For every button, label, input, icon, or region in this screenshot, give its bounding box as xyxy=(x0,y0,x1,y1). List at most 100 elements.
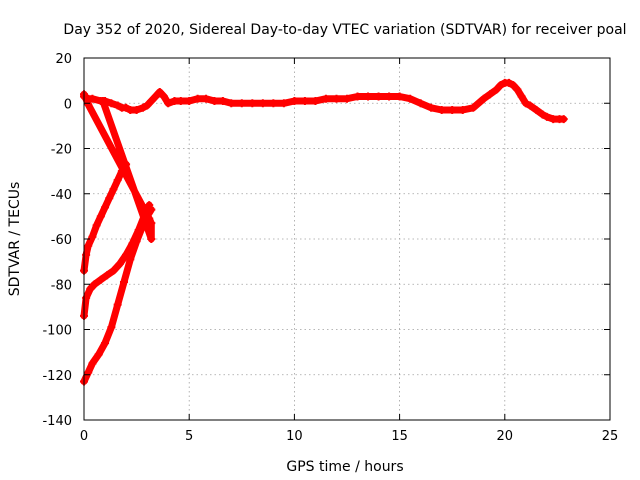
series-4 xyxy=(80,90,156,243)
data-point xyxy=(109,185,118,194)
data-point xyxy=(119,277,128,286)
data-point xyxy=(374,92,383,101)
data-point xyxy=(509,81,518,90)
data-point xyxy=(193,94,202,103)
data-point xyxy=(486,90,495,99)
data-point xyxy=(406,94,415,103)
data-point xyxy=(458,106,467,115)
grid-lines xyxy=(84,58,610,420)
data-point xyxy=(496,81,505,90)
data-point xyxy=(107,99,116,108)
data-point xyxy=(176,96,185,105)
data-point xyxy=(542,112,551,121)
data-point xyxy=(88,94,97,103)
data-point xyxy=(427,103,436,112)
data-point xyxy=(185,96,194,105)
data-point xyxy=(258,99,267,108)
data-point xyxy=(86,284,95,293)
data-point xyxy=(109,266,118,275)
data-point xyxy=(300,96,309,105)
y-tick-label: -20 xyxy=(51,143,72,158)
data-point xyxy=(343,94,351,103)
y-axis-ticks: -140 -120 -100 -80 -60 -40 -20 0 20 xyxy=(42,52,610,429)
data-point xyxy=(227,99,236,108)
x-axis-label: GPS time / hours xyxy=(286,459,403,475)
data-point xyxy=(505,78,514,87)
data-point xyxy=(517,92,526,101)
data-point xyxy=(132,106,141,115)
data-point xyxy=(395,92,404,101)
data-point xyxy=(492,85,501,94)
series-1 xyxy=(80,160,131,275)
x-tick-label: 10 xyxy=(286,429,303,444)
data-point xyxy=(113,176,122,185)
data-point xyxy=(448,106,457,115)
data-point xyxy=(88,232,97,241)
data-point xyxy=(538,110,547,119)
data-point xyxy=(96,212,105,221)
data-point xyxy=(385,92,394,101)
y-tick-label: 0 xyxy=(64,97,72,112)
x-tick-label: 15 xyxy=(391,429,408,444)
data-point xyxy=(155,87,164,96)
data-point xyxy=(132,237,141,246)
y-tick-label: -80 xyxy=(51,278,72,293)
x-tick-label: 5 xyxy=(185,429,193,444)
data-point xyxy=(521,99,530,108)
data-marks xyxy=(80,78,568,386)
data-point xyxy=(332,94,341,103)
data-point xyxy=(364,92,373,101)
data-point xyxy=(164,99,173,108)
data-point xyxy=(82,250,91,259)
data-point xyxy=(479,94,488,103)
data-point xyxy=(113,300,122,309)
y-tick-label: 20 xyxy=(55,52,72,67)
data-point xyxy=(513,85,522,94)
data-point xyxy=(115,259,124,268)
data-point xyxy=(107,323,116,332)
series-0 xyxy=(80,78,568,124)
data-point xyxy=(105,194,114,203)
data-point xyxy=(248,99,257,108)
data-point xyxy=(103,271,112,280)
data-point xyxy=(290,96,299,105)
data-point xyxy=(559,115,568,124)
data-point xyxy=(113,101,122,110)
x-tick-label: 25 xyxy=(602,429,619,444)
y-tick-label: -120 xyxy=(42,369,72,384)
data-point xyxy=(353,92,362,101)
data-point xyxy=(210,96,219,105)
data-point xyxy=(416,99,425,108)
data-point xyxy=(437,106,446,115)
series-band xyxy=(80,79,568,123)
data-point xyxy=(159,92,168,101)
data-point xyxy=(101,339,110,348)
data-point xyxy=(311,96,320,105)
data-point xyxy=(138,103,147,112)
x-tick-label: 0 xyxy=(80,429,88,444)
x-tick-label: 20 xyxy=(497,429,514,444)
data-point xyxy=(147,205,156,214)
data-point xyxy=(82,293,91,302)
y-tick-label: -60 xyxy=(51,233,72,248)
y-axis-label: SDTVAR / TECUs xyxy=(7,182,23,297)
data-point xyxy=(279,99,288,108)
data-point xyxy=(143,101,152,110)
data-point xyxy=(122,103,131,112)
data-point xyxy=(96,275,105,284)
y-tick-label: -40 xyxy=(51,188,72,203)
data-point xyxy=(526,101,535,110)
data-point xyxy=(145,214,154,223)
data-point xyxy=(147,235,156,243)
data-point xyxy=(237,99,246,108)
x-axis-ticks: 0 5 10 15 20 25 xyxy=(80,58,618,444)
data-point xyxy=(94,350,103,359)
data-point xyxy=(98,96,107,105)
data-point xyxy=(469,103,478,112)
data-point xyxy=(218,96,227,105)
y-tick-label: -140 xyxy=(42,414,72,429)
data-point xyxy=(151,92,160,101)
data-point xyxy=(147,96,156,105)
data-point xyxy=(202,94,211,103)
